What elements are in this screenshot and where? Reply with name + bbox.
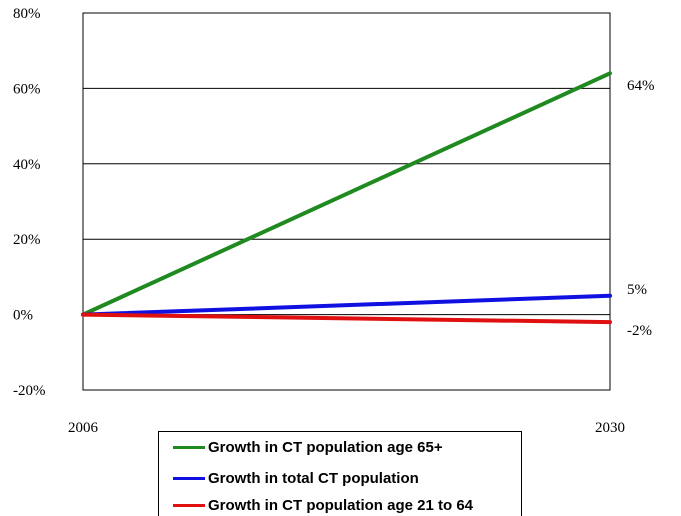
series-line	[81, 71, 612, 317]
y-tick-label: 0%	[13, 308, 33, 324]
legend-label-age-65-plus: Growth in CT population age 65+	[208, 438, 443, 456]
series-end-label: 64%	[627, 78, 655, 94]
y-tick-label: 60%	[13, 81, 41, 97]
legend-item-total-population: Growth in total CT population	[173, 467, 419, 489]
gridlines	[83, 87, 610, 316]
x-tick-label: 2030	[595, 420, 625, 436]
series-end-labels: 64% 5% -2%	[627, 78, 655, 339]
legend-label-age-21-to-64: Growth in CT population age 21 to 64	[208, 496, 474, 514]
y-axis-tick-labels: -20% 0% 20% 40% 60% 80%	[13, 6, 46, 399]
y-tick-label: 40%	[13, 157, 41, 173]
x-axis-tick-labels: 2006 2030	[68, 420, 625, 436]
series-lines	[81, 71, 612, 325]
legend-swatch-total-population	[173, 476, 205, 480]
legend-swatch-age-21-to-64	[173, 503, 205, 507]
y-tick-label: -20%	[13, 383, 46, 399]
legend-item-age-21-to-64: Growth in CT population age 21 to 64	[173, 494, 473, 516]
series-end-label: 5%	[627, 282, 647, 298]
legend-item-age-65-plus: Growth in CT population age 65+	[173, 436, 443, 458]
legend-swatch-age-65-plus	[173, 445, 205, 449]
x-tick-label: 2006	[68, 420, 99, 436]
series-line	[81, 312, 612, 325]
series-line	[81, 293, 612, 317]
legend: Growth in CT population age 65+ Growth i…	[158, 431, 522, 516]
legend-label-total-population: Growth in total CT population	[208, 469, 419, 487]
series-end-label: -2%	[627, 323, 652, 339]
plot-area	[82, 12, 611, 391]
y-tick-label: 20%	[13, 232, 41, 248]
y-tick-label: 80%	[13, 6, 41, 22]
